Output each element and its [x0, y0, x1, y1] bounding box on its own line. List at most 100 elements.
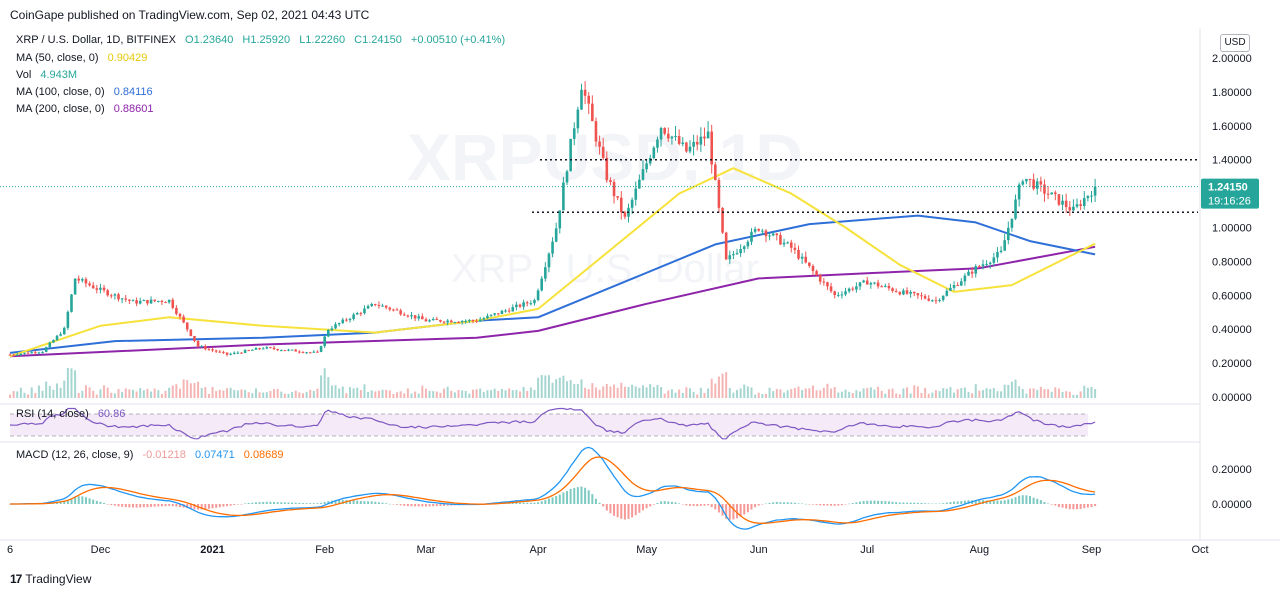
- candle-body: [424, 319, 428, 322]
- volume-bar: [320, 375, 323, 398]
- macd-hist-bar: [63, 501, 66, 504]
- volume-bar: [374, 391, 377, 398]
- macd-hist-bar: [638, 504, 641, 513]
- volume-bar: [584, 387, 587, 398]
- volume-bar: [222, 390, 225, 398]
- volume-bar: [707, 388, 710, 398]
- macd-hist-bar: [924, 503, 927, 504]
- macd-hist-bar: [334, 500, 337, 504]
- volume-bar: [265, 392, 268, 398]
- volume-bar: [403, 393, 406, 398]
- candle-body: [659, 127, 663, 140]
- currency-button[interactable]: USD: [1220, 34, 1250, 52]
- macd-hist-bar: [320, 502, 323, 504]
- macd-hist-bar: [609, 504, 612, 514]
- volume-bar: [1072, 394, 1075, 398]
- macd-hist-bar: [59, 501, 62, 504]
- candle-body: [138, 300, 142, 304]
- volume-bar: [670, 389, 673, 398]
- volume-bar: [396, 392, 399, 398]
- macd-hist-bar: [388, 503, 391, 505]
- legend-ma50-row: MA (50, close, 0) 0.90429: [16, 52, 147, 64]
- macd-hist-bar: [218, 504, 221, 508]
- macd-hist-bar: [815, 504, 818, 505]
- macd-hist-bar: [613, 504, 616, 516]
- macd-hist-bar: [866, 500, 869, 504]
- macd-signal-value: 0.08689: [243, 449, 284, 461]
- candle-body: [475, 320, 478, 322]
- candle-body: [1039, 181, 1043, 185]
- macd-hist-bar: [656, 503, 659, 504]
- candle-body: [789, 242, 793, 248]
- candle-body: [486, 315, 489, 319]
- candle-body: [171, 299, 175, 308]
- macd-hist-bar: [920, 502, 923, 504]
- candle-body: [30, 352, 34, 354]
- volume-bar: [616, 387, 619, 398]
- volume-bar: [135, 391, 138, 398]
- candle-body: [1014, 199, 1017, 219]
- macd-hist-bar: [1061, 504, 1064, 508]
- macd-hist-bar: [898, 502, 901, 504]
- macd-hist-bar: [128, 504, 131, 508]
- volume-bar: [330, 385, 333, 398]
- candle-body: [225, 352, 229, 355]
- candle-body: [949, 287, 952, 291]
- candle-body: [446, 320, 449, 323]
- candle-body: [439, 320, 442, 322]
- ma200-line: [9, 245, 1096, 358]
- candle-body: [471, 320, 475, 322]
- x-tick-label: Aug: [970, 544, 990, 556]
- macd-hist-bar: [728, 504, 731, 520]
- macd-hist-bar: [797, 503, 800, 504]
- macd-hist-bar: [200, 504, 203, 510]
- macd-hist-bar: [906, 502, 909, 504]
- macd-hist-bar: [95, 500, 98, 504]
- volume-bar: [349, 387, 351, 398]
- macd-hist-bar: [1014, 497, 1017, 504]
- x-tick-label: Feb: [315, 544, 334, 556]
- volume-bar: [942, 388, 945, 398]
- candle-body: [742, 246, 746, 250]
- macd-hist-bar: [367, 501, 370, 504]
- volume-bar: [500, 388, 503, 398]
- macd-hist-bar: [562, 492, 565, 504]
- candle-body: [558, 210, 562, 229]
- candle-body: [533, 299, 536, 304]
- macd-hist-bar: [764, 503, 767, 505]
- volume-bar: [837, 392, 840, 398]
- volume-bar: [316, 388, 319, 398]
- volume-bar: [793, 387, 796, 398]
- volume-bar: [757, 392, 760, 398]
- candle-body: [1050, 192, 1054, 195]
- macd-hist-bar: [884, 501, 887, 504]
- macd-hist-bar: [522, 502, 525, 504]
- candle-body: [175, 307, 178, 314]
- macd-hist-bar: [605, 504, 608, 511]
- volume-bar: [519, 391, 521, 398]
- volume-bar: [410, 393, 413, 398]
- y-tick-label: 0.60000: [1212, 290, 1252, 302]
- volume-bar: [377, 390, 380, 398]
- macd-hist-bar: [663, 501, 666, 504]
- candle-body: [330, 328, 334, 330]
- candle-body: [692, 141, 695, 147]
- candle-body: [999, 250, 1003, 253]
- candle-body: [822, 281, 826, 283]
- y-tick-label: 0.00000: [1212, 392, 1252, 404]
- volume-bar: [48, 385, 51, 398]
- macd-hist-bar: [121, 504, 124, 507]
- macd-hist-bar: [641, 504, 644, 511]
- candle-body: [634, 188, 638, 200]
- macd-hist-bar: [844, 504, 847, 505]
- candle-body: [677, 135, 681, 144]
- candle-body: [974, 266, 978, 274]
- macd-hist-bar: [1072, 504, 1075, 510]
- macd-hist-bar: [594, 498, 597, 504]
- legend-symbol: XRP / U.S. Dollar, 1D, BITFINEX: [16, 34, 176, 46]
- volume-bar: [211, 386, 214, 398]
- candle-body: [623, 212, 627, 217]
- macd-legend: MACD (12, 26, close, 9) -0.01218 0.07471…: [16, 449, 284, 461]
- volume-bar: [247, 392, 250, 398]
